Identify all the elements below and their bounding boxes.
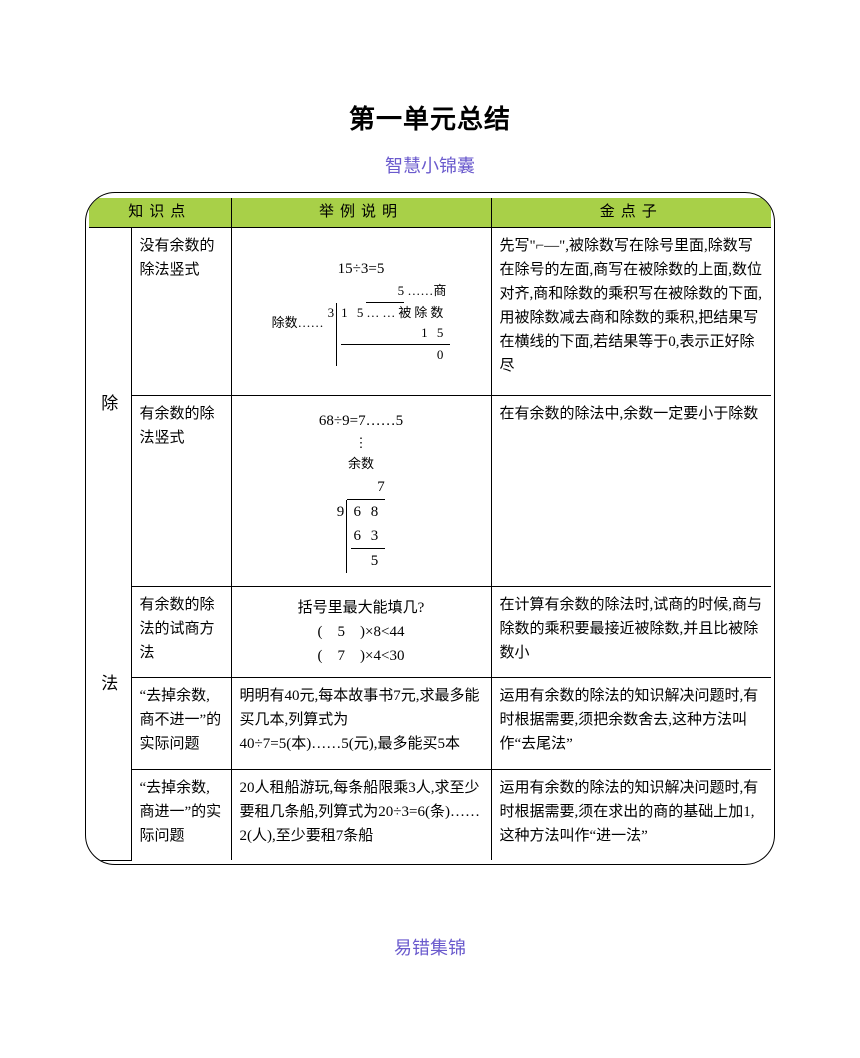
gold-cell: 在有余数的除法中,余数一定要小于除数 (491, 396, 771, 586)
header-knowledge: 知识点 (89, 198, 231, 227)
table-row: “去掉余数,商进一”的实际问题 20人租船游玩,每条船限乘3人,求至少要租几条船… (89, 769, 771, 860)
gold-cell: 在计算有余数的除法时,试商的时候,商与除数的乘积要最接近被除数,并且比被除数小 (491, 586, 771, 677)
subtract-value: 6 3 (351, 524, 385, 549)
example-line-2: ( 7 )×4<30 (240, 644, 483, 668)
topic-cell: 有余数的除法竖式 (131, 396, 231, 586)
result-value: 0 (341, 345, 450, 366)
table-header-row: 知识点 举例说明 金点子 (89, 198, 771, 227)
long-division-diagram: 7 9 6 8 6 3 5 (337, 475, 386, 573)
gold-cell: 运用有余数的除法的知识解决问题时,有时根据需要,须把余数舍去,这种方法叫作“去尾… (491, 678, 771, 769)
topic-cell: “去掉余数,商进一”的实际问题 (131, 769, 231, 860)
category-char-1: 除 (97, 390, 123, 417)
example-equation: 68÷9=7……5 (240, 409, 483, 433)
quotient-value: 5 (366, 281, 404, 303)
divisor-value: 9 (337, 500, 347, 524)
example-cell: 明明有40元,每本故事书7元,求最多能买几本,列算式为 40÷7=5(本)……5… (231, 678, 491, 769)
example-cell: 68÷9=7……5 ⋮ 余数 7 9 6 8 6 3 5 (231, 396, 491, 586)
table-row: 除 法 没有余数的除法竖式 15÷3=5 除数…… 5 ……商 3 (89, 227, 771, 396)
header-gold: 金点子 (491, 198, 771, 227)
example-cell: 20人租船游玩,每条船限乘3人,求至少要租几条船,列算式为20÷3=6(条)……… (231, 769, 491, 860)
header-example: 举例说明 (231, 198, 491, 227)
topic-cell: “去掉余数,商不进一”的实际问题 (131, 678, 231, 769)
category-char-2: 法 (97, 670, 123, 697)
example-cell: 15÷3=5 除数…… 5 ……商 3 1 5 ……被除数 (231, 227, 491, 396)
divisor-value: 3 (328, 303, 337, 324)
quotient-label: ……商 (407, 283, 446, 298)
table-row: “去掉余数,商不进一”的实际问题 明明有40元,每本故事书7元,求最多能买几本,… (89, 678, 771, 769)
long-division-diagram: 5 ……商 3 1 5 ……被除数 1 5 0 (328, 281, 451, 366)
example-line-1: ( 5 )×8<44 (240, 620, 483, 644)
result-value: 5 (351, 549, 385, 573)
summary-table: 知识点 举例说明 金点子 除 法 没有余数的除法竖式 15÷3=5 除数…… 5… (89, 198, 771, 861)
category-division: 除 法 (89, 227, 131, 860)
dots-icon: ⋮ (240, 433, 483, 454)
topic-cell: 有余数的除法的试商方法 (131, 586, 231, 677)
topic-cell: 没有余数的除法竖式 (131, 227, 231, 396)
example-equation: 15÷3=5 (240, 257, 483, 281)
divisor-label: 除数…… (272, 313, 324, 334)
section-subtitle-2: 易错集锦 (85, 935, 775, 962)
section-subtitle-1: 智慧小锦囊 (85, 153, 775, 180)
subtract-value: 1 5 (341, 323, 450, 345)
gold-cell: 先写"⌐—",被除数写在除号里面,除数写在除号的左面,商写在被除数的上面,数位对… (491, 227, 771, 396)
dividend-value: 6 8 (351, 500, 385, 524)
page-title: 第一单元总结 (85, 100, 775, 139)
example-cell: 括号里最大能填几? ( 5 )×8<44 ( 7 )×4<30 (231, 586, 491, 677)
dividend-value: 1 5 (341, 303, 366, 324)
table-row: 有余数的除法的试商方法 括号里最大能填几? ( 5 )×8<44 ( 7 )×4… (89, 586, 771, 677)
example-title: 括号里最大能填几? (240, 596, 483, 620)
summary-table-wrap: 知识点 举例说明 金点子 除 法 没有余数的除法竖式 15÷3=5 除数…… 5… (85, 192, 775, 865)
quotient-value: 7 (347, 475, 385, 500)
table-row: 有余数的除法竖式 68÷9=7……5 ⋮ 余数 7 9 6 8 6 3 5 (89, 396, 771, 586)
gold-text: 先写"⌐—",被除数写在除号里面,除数写在除号的左面,商写在被除数的上面,数位对… (500, 238, 763, 374)
remainder-label: 余数 (240, 454, 483, 475)
gold-cell: 运用有余数的除法的知识解决问题时,有时根据需要,须在求出的商的基础上加1,这种方… (491, 769, 771, 860)
dividend-label: ……被除数 (366, 303, 446, 324)
